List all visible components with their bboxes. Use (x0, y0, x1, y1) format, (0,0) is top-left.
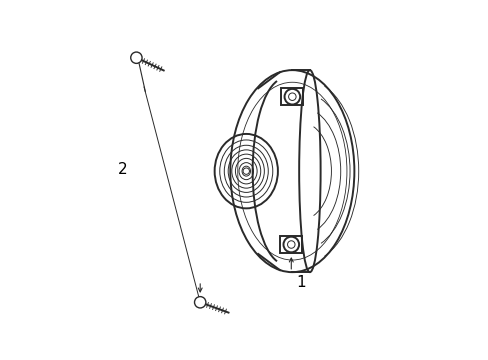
Circle shape (194, 297, 205, 308)
Text: 1: 1 (296, 275, 305, 290)
Circle shape (243, 168, 249, 174)
Bar (281, 88, 303, 105)
Bar (280, 236, 302, 253)
Text: 2: 2 (117, 162, 127, 177)
Circle shape (130, 52, 142, 63)
